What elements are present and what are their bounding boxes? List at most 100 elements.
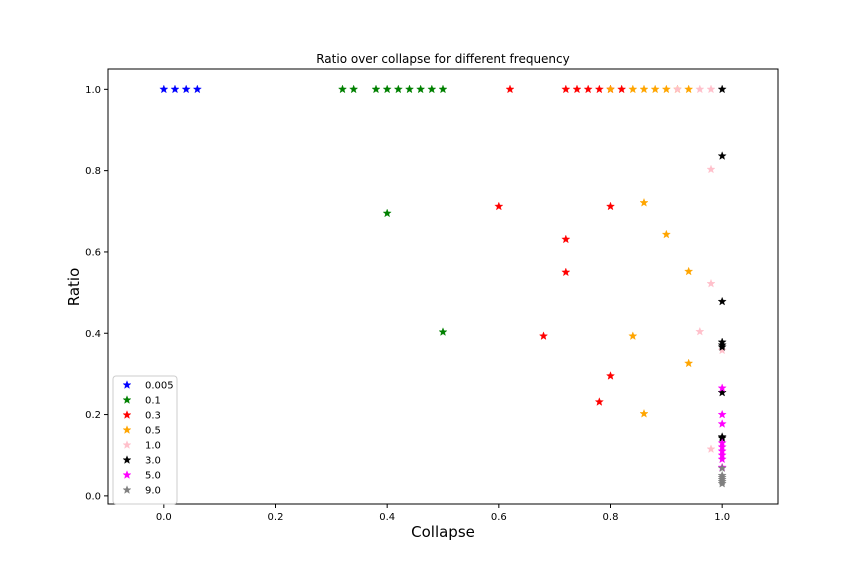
data-point bbox=[159, 84, 169, 94]
data-point bbox=[628, 84, 638, 94]
data-point bbox=[684, 84, 694, 94]
data-markers bbox=[159, 84, 727, 488]
data-point bbox=[639, 84, 649, 94]
data-point bbox=[706, 164, 716, 174]
legend-entry: 3.0 bbox=[122, 455, 161, 467]
series-0.005 bbox=[159, 84, 202, 94]
data-point bbox=[438, 84, 448, 94]
series-3.0 bbox=[717, 84, 727, 443]
data-point bbox=[695, 326, 705, 336]
legend-marker bbox=[122, 380, 132, 389]
legend-label: 0.005 bbox=[145, 381, 174, 392]
data-point bbox=[628, 331, 638, 340]
legend-entry: 0.3 bbox=[122, 410, 161, 422]
x-tick-label: 1.0 bbox=[714, 512, 730, 523]
x-axis-title: Collapse bbox=[411, 523, 475, 541]
data-point bbox=[684, 358, 694, 368]
data-point bbox=[639, 197, 649, 207]
data-point bbox=[561, 267, 571, 277]
data-point bbox=[427, 84, 437, 94]
data-point bbox=[717, 387, 727, 397]
series-1.0 bbox=[672, 84, 727, 453]
legend-marker bbox=[122, 485, 132, 494]
data-point bbox=[561, 84, 571, 94]
data-point bbox=[639, 408, 649, 418]
legend-label: 0.3 bbox=[145, 411, 161, 422]
data-point bbox=[661, 84, 671, 94]
data-point bbox=[717, 478, 727, 488]
data-point bbox=[494, 201, 504, 211]
data-point bbox=[393, 84, 403, 94]
data-point bbox=[650, 84, 660, 94]
y-tick-label: 0.4 bbox=[85, 329, 101, 340]
legend: 0.005 0.1 0.3 0.5 1.0 3.0 5.0 9.0 bbox=[112, 375, 178, 505]
data-point bbox=[717, 419, 727, 428]
y-tick-label: 0.8 bbox=[85, 166, 101, 177]
data-point bbox=[337, 84, 348, 94]
y-axis: 0.0 0.2 0.4 0.6 0.8 1.0 bbox=[85, 85, 108, 502]
legend-marker bbox=[122, 440, 132, 449]
data-point bbox=[717, 342, 727, 351]
y-axis-title: Ratio bbox=[65, 268, 83, 307]
data-point bbox=[594, 397, 604, 406]
data-point bbox=[561, 234, 571, 244]
data-point bbox=[605, 84, 616, 94]
legend-entry: 0.1 bbox=[122, 395, 161, 407]
legend-entry: 5.0 bbox=[122, 470, 161, 482]
plot-area-frame bbox=[107, 68, 779, 505]
chart-title: Ratio over collapse for different freque… bbox=[316, 52, 570, 66]
data-point bbox=[717, 151, 727, 160]
data-point bbox=[404, 84, 415, 94]
data-point bbox=[349, 84, 359, 94]
data-point bbox=[170, 84, 180, 94]
legend-entry: 0.005 bbox=[122, 380, 174, 392]
data-point bbox=[717, 454, 727, 464]
series-0.5 bbox=[605, 84, 694, 418]
data-point bbox=[181, 84, 191, 94]
data-point bbox=[706, 84, 716, 94]
data-point bbox=[382, 208, 392, 218]
legend-label: 5.0 bbox=[145, 471, 161, 482]
data-point bbox=[371, 84, 381, 94]
x-tick-label: 0.2 bbox=[268, 512, 284, 523]
data-point bbox=[505, 84, 515, 94]
legend-label: 0.5 bbox=[145, 426, 161, 437]
legend-label: 0.1 bbox=[145, 396, 161, 407]
legend-marker bbox=[122, 410, 132, 419]
series-5.0 bbox=[717, 383, 727, 472]
legend-entry: 1.0 bbox=[122, 440, 161, 452]
legend-marker bbox=[122, 425, 132, 434]
legend-marker bbox=[122, 455, 132, 464]
data-point bbox=[706, 444, 716, 453]
y-tick-label: 0.6 bbox=[85, 247, 101, 258]
data-point bbox=[695, 84, 705, 94]
legend-label: 9.0 bbox=[145, 486, 161, 497]
x-tick-label: 0.4 bbox=[379, 512, 395, 523]
data-point bbox=[438, 327, 448, 336]
data-point bbox=[605, 201, 616, 211]
data-point bbox=[706, 278, 716, 288]
series-9.0 bbox=[717, 463, 727, 488]
data-point bbox=[684, 266, 694, 276]
data-point bbox=[605, 371, 616, 380]
series-0.3 bbox=[494, 84, 627, 406]
data-point bbox=[617, 84, 627, 94]
data-point bbox=[538, 331, 549, 340]
data-point bbox=[717, 84, 727, 94]
data-point bbox=[717, 463, 727, 473]
x-tick-label: 0.0 bbox=[156, 512, 172, 523]
legend-marker bbox=[122, 470, 132, 479]
legend-entry: 9.0 bbox=[122, 485, 161, 497]
series-0.1 bbox=[337, 84, 448, 336]
y-tick-label: 0.2 bbox=[85, 410, 101, 421]
data-point bbox=[382, 84, 392, 94]
data-point bbox=[717, 345, 727, 355]
data-point bbox=[416, 84, 426, 94]
data-point bbox=[672, 84, 683, 94]
y-tick-label: 0.0 bbox=[85, 491, 101, 502]
x-tick-label: 0.8 bbox=[603, 512, 619, 523]
y-tick-label: 1.0 bbox=[85, 85, 101, 96]
data-point bbox=[192, 84, 202, 94]
data-point bbox=[661, 229, 671, 239]
